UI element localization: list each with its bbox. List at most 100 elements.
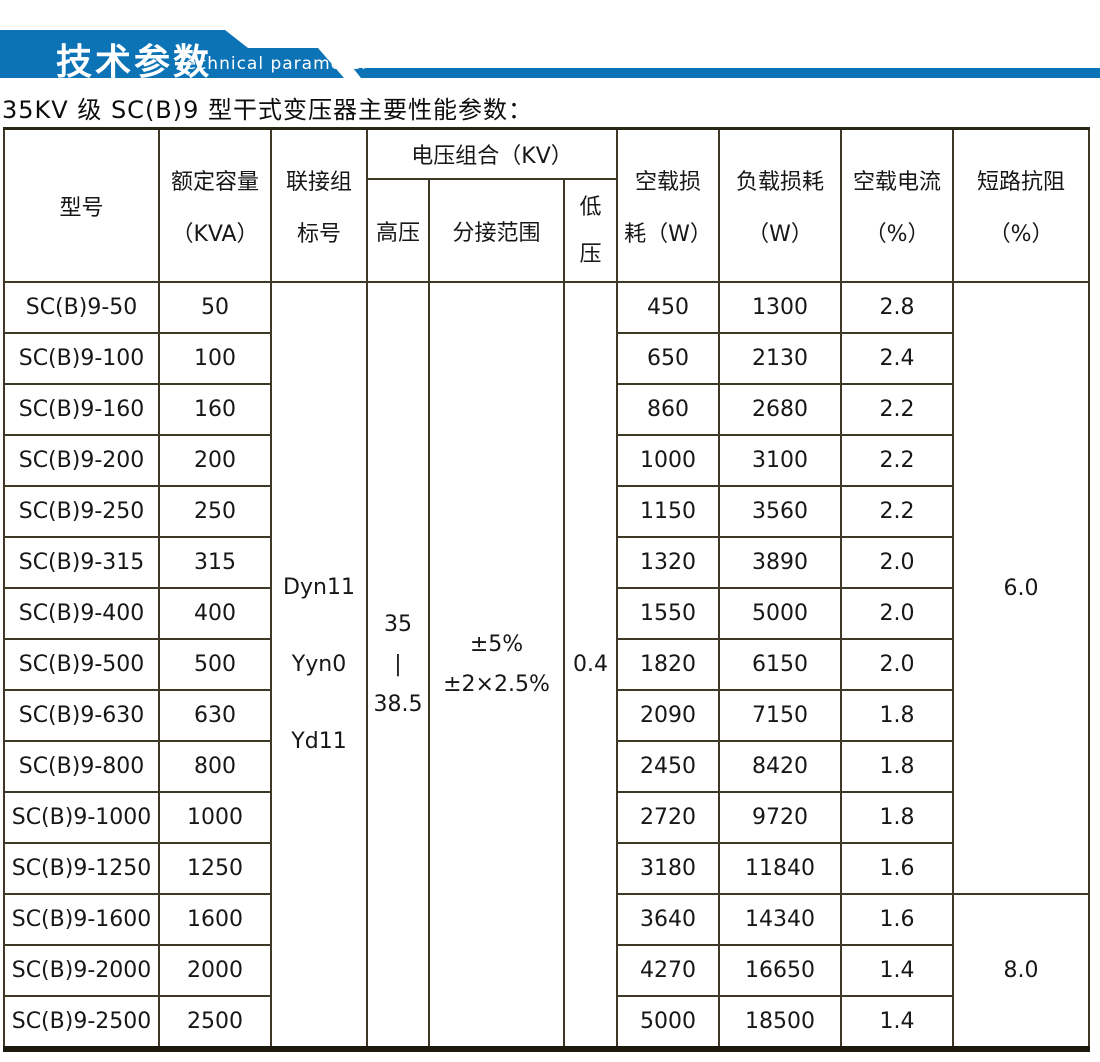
table-row: SC(B)9-50 50 Dyn11 Yyn0 Yd11 35 | 38.5 ±… [3, 281, 1091, 1050]
cell-model: SC(B)9-250 [3, 485, 160, 538]
cell-vector-groups: Dyn11 Yyn0 Yd11 [270, 281, 368, 1050]
cell-capacity: 1250 [158, 842, 272, 895]
cell-no-load-current: 2.0 [840, 587, 955, 640]
page-intro: 35KV 级 SC(B)9 型干式变压器主要性能参数： [2, 96, 534, 124]
col-header-tap-range: 分接范围 [428, 178, 565, 283]
tech-params-banner: 技术参数 Technical parameter [0, 30, 1100, 83]
cell-load-loss: 1300 [718, 281, 843, 334]
cell-load-loss: 3890 [718, 536, 843, 589]
cell-impedance-6: 6.0 [952, 281, 1091, 895]
cell-model: SC(B)9-2500 [3, 995, 160, 1050]
cell-no-load-loss: 650 [616, 332, 721, 385]
table-row: SC(B)9-400 400 1550 5000 2.0 [3, 587, 1089, 640]
table-header-row-1: 型号 额定容量 （KVA） 联接组 标号 电压组合（KV） 空载损 耗（W） 负… [3, 127, 1091, 283]
cell-model: SC(B)9-1600 [3, 893, 160, 946]
cell-no-load-current: 2.2 [840, 383, 955, 436]
params-table: 型号 额定容量 （KVA） 联接组 标号 电压组合（KV） 空载损 耗（W） 负… [3, 127, 1091, 1052]
cell-no-load-current: 1.8 [840, 689, 955, 742]
cell-model: SC(B)9-1250 [3, 842, 160, 895]
cell-no-load-loss: 1150 [616, 485, 721, 538]
cell-no-load-current: 1.6 [840, 893, 955, 946]
cell-model: SC(B)9-100 [3, 332, 160, 385]
cell-model: SC(B)9-2000 [3, 944, 160, 997]
table-row: SC(B)9-200 200 1000 3100 2.2 [3, 434, 1089, 487]
cell-model: SC(B)9-200 [3, 434, 160, 487]
cell-capacity: 2500 [158, 995, 272, 1050]
cell-no-load-loss: 860 [616, 383, 721, 436]
col-header-lv: 低 压 [562, 178, 619, 283]
cell-no-load-loss: 5000 [616, 995, 721, 1050]
col-header-model: 型号 [3, 127, 160, 283]
col-header-voltage-combination: 电压组合（KV） [365, 127, 619, 180]
cell-tap-range-value: ±5% ±2×2.5% [428, 281, 565, 1050]
cell-no-load-current: 2.2 [840, 434, 955, 487]
banner-ribbon-shape [0, 30, 1100, 78]
cell-no-load-loss: 1820 [616, 638, 721, 691]
col-header-load-loss: 负载损耗 （W） [718, 127, 843, 283]
cell-no-load-current: 2.0 [840, 638, 955, 691]
cell-no-load-loss: 2720 [616, 791, 721, 844]
cell-load-loss: 16650 [718, 944, 843, 997]
cell-capacity: 1600 [158, 893, 272, 946]
cell-capacity: 100 [158, 332, 272, 385]
cell-capacity: 250 [158, 485, 272, 538]
cell-model: SC(B)9-800 [3, 740, 160, 793]
cell-no-load-loss: 3640 [616, 893, 721, 946]
cell-load-loss: 11840 [718, 842, 843, 895]
cell-model: SC(B)9-160 [3, 383, 160, 436]
cell-no-load-loss: 1000 [616, 434, 721, 487]
table-header-row-2: 高压 分接范围 低 压 [4, 178, 1089, 283]
cell-model: SC(B)9-315 [3, 536, 160, 589]
cell-capacity: 315 [158, 536, 272, 589]
cell-load-loss: 5000 [718, 587, 843, 640]
cell-capacity: 800 [158, 740, 272, 793]
cell-no-load-current: 2.0 [840, 536, 955, 589]
cell-capacity: 200 [158, 434, 272, 487]
cell-capacity: 160 [158, 383, 272, 436]
table-row: SC(B)9-500 500 1820 6150 2.0 [3, 638, 1089, 691]
cell-load-loss: 8420 [718, 740, 843, 793]
table-row: SC(B)9-315 315 1320 3890 2.0 [3, 536, 1089, 589]
cell-load-loss: 2680 [718, 383, 843, 436]
table-row: SC(B)9-1250 1250 3180 11840 1.6 [3, 842, 1089, 895]
cell-model: SC(B)9-630 [3, 689, 160, 742]
cell-load-loss: 18500 [718, 995, 843, 1050]
cell-no-load-current: 1.8 [840, 740, 955, 793]
cell-model: SC(B)9-1000 [3, 791, 160, 844]
table-row: SC(B)9-160 160 860 2680 2.2 [3, 383, 1089, 436]
cell-load-loss: 3100 [718, 434, 843, 487]
cell-no-load-current: 2.8 [840, 281, 955, 334]
cell-impedance-8: 8.0 [952, 893, 1091, 1050]
cell-load-loss: 2130 [718, 332, 843, 385]
cell-capacity: 2000 [158, 944, 272, 997]
cell-capacity: 630 [158, 689, 272, 742]
cell-hv-value: 35 | 38.5 [366, 281, 430, 1050]
cell-capacity: 500 [158, 638, 272, 691]
cell-capacity: 1000 [158, 791, 272, 844]
table-row: SC(B)9-630 630 2090 7150 1.8 [3, 689, 1089, 742]
table-row: SC(B)9-1000 1000 2720 9720 1.8 [3, 791, 1089, 844]
cell-load-loss: 3560 [718, 485, 843, 538]
cell-no-load-loss: 3180 [616, 842, 721, 895]
table-row: SC(B)9-100 100 650 2130 2.4 [3, 332, 1089, 385]
cell-lv-value: 0.4 [562, 281, 619, 1050]
cell-capacity: 400 [158, 587, 272, 640]
cell-load-loss: 9720 [718, 791, 843, 844]
cell-load-loss: 6150 [718, 638, 843, 691]
cell-no-load-current: 1.6 [840, 842, 955, 895]
cell-load-loss: 14340 [718, 893, 843, 946]
col-header-short-circuit-impedance: 短路抗阻 （%） [952, 127, 1091, 283]
cell-load-loss: 7150 [718, 689, 843, 742]
table-row: SC(B)9-2500 2500 5000 18500 1.4 [3, 995, 1089, 1050]
table-row: SC(B)9-1600 1600 3640 14340 1.6 8.0 [3, 893, 1091, 1050]
cell-no-load-current: 2.2 [840, 485, 955, 538]
cell-no-load-loss: 2450 [616, 740, 721, 793]
cell-model: SC(B)9-500 [3, 638, 160, 691]
table-row: SC(B)9-2000 2000 4270 16650 1.4 [3, 944, 1089, 997]
col-header-hv: 高压 [366, 178, 430, 283]
cell-model: SC(B)9-400 [3, 587, 160, 640]
col-header-no-load-current: 空载电流 （%） [840, 127, 955, 283]
cell-no-load-current: 1.4 [840, 995, 955, 1050]
cell-no-load-current: 2.4 [840, 332, 955, 385]
col-header-vector-group: 联接组 标号 [270, 127, 368, 283]
